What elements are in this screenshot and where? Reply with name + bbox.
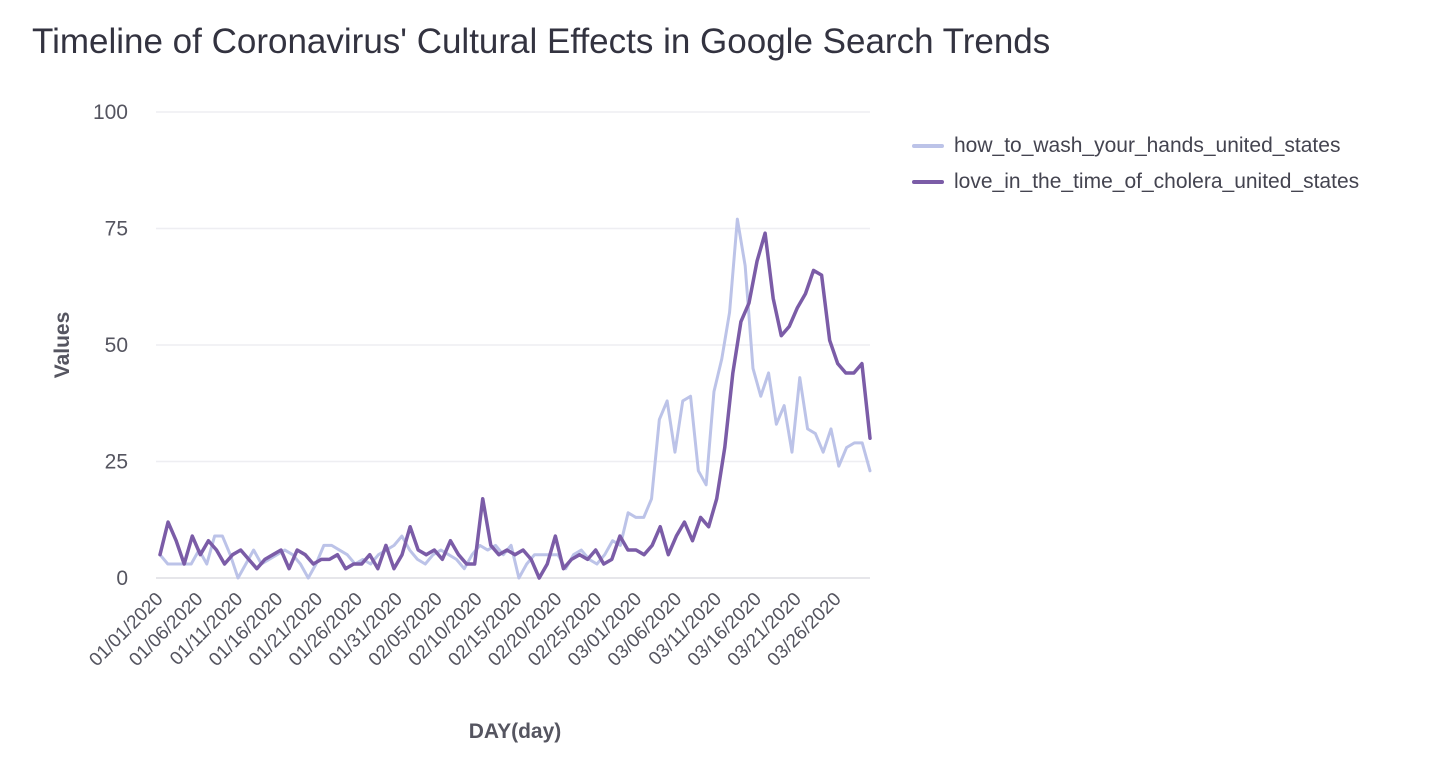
y-tick-label: 100 [93,101,128,124]
legend-item-wash-hands[interactable]: how_to_wash_your_hands_united_states [912,128,1359,164]
y-tick-label: 50 [105,334,128,357]
legend-swatch-wash-hands [912,144,944,148]
legend: how_to_wash_your_hands_united_states lov… [912,128,1359,200]
x-tick-labels: 01/01/202001/06/202001/11/202001/16/2020… [85,589,845,671]
legend-item-cholera[interactable]: love_in_the_time_of_cholera_united_state… [912,164,1359,200]
chart-title: Timeline of Coronavirus' Cultural Effect… [32,22,1051,61]
y-tick-label: 75 [105,218,128,241]
legend-swatch-cholera [912,180,944,184]
legend-label-cholera: love_in_the_time_of_cholera_united_state… [954,170,1360,193]
legend-label-wash-hands: how_to_wash_your_hands_united_states [954,134,1341,157]
y-tick-label: 25 [105,451,128,474]
y-tick-label: 0 [116,567,128,590]
y-axis-label: Values [51,312,74,379]
series-line-cholera [158,231,872,580]
grid-lines [156,111,870,579]
y-tick-labels: 0 25 50 75 100 [93,101,128,590]
series-lines [158,217,872,580]
x-axis-label: DAY(day) [469,720,562,743]
series-line-wash-hands [158,217,872,580]
